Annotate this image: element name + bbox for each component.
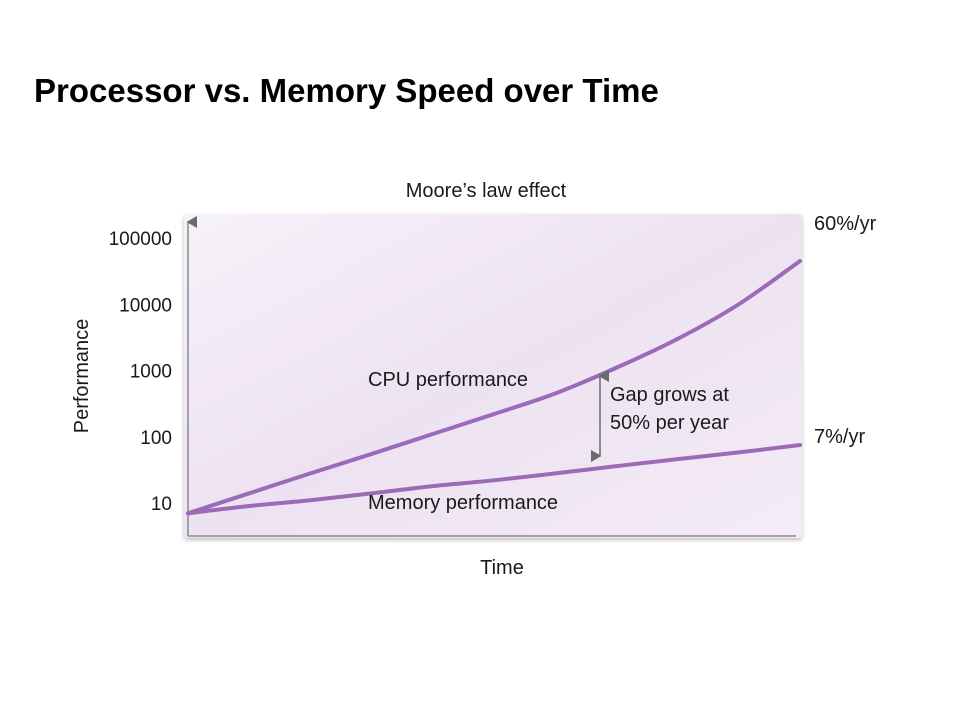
y-tick-labels: 10 100 1000 10000 100000 [109, 229, 172, 515]
gap-annotation-line2: 50% per year [610, 412, 729, 434]
cpu-performance-line [186, 258, 802, 516]
cpu-rate-label: 60%/yr [814, 213, 877, 235]
chart-title: Moore’s law effect [406, 180, 567, 202]
x-axis-label: Time [480, 557, 524, 579]
slide-title: Processor vs. Memory Speed over Time [34, 72, 659, 109]
y-tick-label: 1000 [130, 362, 172, 383]
y-tick-label: 100 [140, 428, 172, 449]
memory-performance-line [186, 443, 802, 516]
y-axis-label: Performance [71, 319, 93, 434]
plot-area [184, 214, 802, 538]
y-tick-label: 10 [151, 494, 172, 515]
memory-series-label: Memory performance [368, 492, 558, 514]
y-tick-label: 100000 [109, 229, 172, 250]
y-tick-label: 10000 [119, 295, 172, 316]
cpu-series-label: CPU performance [368, 369, 528, 391]
memory-rate-label: 7%/yr [814, 426, 865, 448]
gap-annotation-line1: Gap grows at [610, 384, 729, 406]
